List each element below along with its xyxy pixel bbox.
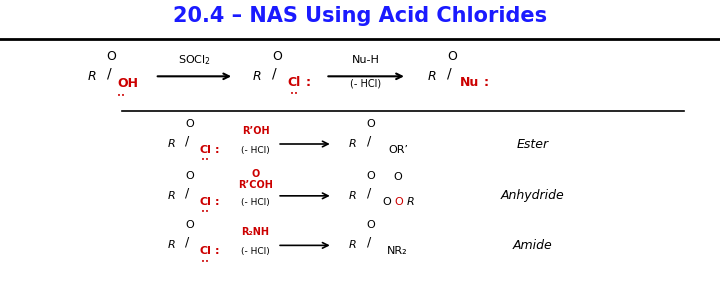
Text: O: O — [366, 171, 375, 181]
Text: /: / — [447, 67, 451, 80]
Text: :: : — [215, 246, 220, 256]
Text: O: O — [185, 220, 194, 230]
Text: Amide: Amide — [513, 239, 553, 252]
Text: ••: •• — [201, 259, 210, 265]
Text: Cl: Cl — [199, 145, 211, 155]
Text: R: R — [349, 240, 356, 250]
Text: /: / — [366, 134, 371, 148]
Text: :: : — [484, 76, 488, 89]
Text: Cl: Cl — [199, 246, 211, 256]
Text: OR’: OR’ — [389, 145, 409, 155]
Text: R: R — [88, 70, 96, 83]
Text: O: O — [382, 197, 391, 206]
Text: O: O — [272, 50, 282, 63]
Text: ••: •• — [289, 92, 298, 97]
Text: O: O — [366, 119, 375, 129]
Text: Nu: Nu — [460, 76, 479, 89]
Text: R: R — [407, 197, 414, 206]
Text: R: R — [168, 191, 175, 201]
Text: :: : — [215, 145, 220, 155]
Text: (- HCl): (- HCl) — [241, 146, 270, 155]
Text: O: O — [366, 220, 375, 230]
Text: O: O — [394, 172, 402, 182]
Text: O: O — [447, 50, 457, 63]
Text: 20.4 – NAS Using Acid Chlorides: 20.4 – NAS Using Acid Chlorides — [173, 6, 547, 26]
Text: Nu-H: Nu-H — [352, 55, 379, 65]
Text: O: O — [251, 169, 260, 179]
Text: Cl: Cl — [199, 197, 211, 206]
Text: :: : — [306, 76, 310, 89]
Text: :: : — [215, 197, 220, 206]
Text: O: O — [395, 197, 403, 206]
Text: O: O — [185, 171, 194, 181]
Text: ••: •• — [201, 209, 210, 215]
Text: SOCl$_2$: SOCl$_2$ — [178, 54, 211, 67]
Text: R’OH: R’OH — [242, 126, 269, 136]
Text: Anhydride: Anhydride — [501, 189, 564, 202]
Text: /: / — [107, 67, 112, 80]
Text: /: / — [366, 236, 371, 249]
Text: R: R — [168, 139, 175, 149]
Text: /: / — [185, 134, 189, 148]
Text: R: R — [428, 70, 436, 83]
Text: (- HCl): (- HCl) — [350, 79, 382, 88]
Text: R: R — [253, 70, 261, 83]
Text: (- HCl): (- HCl) — [241, 198, 270, 207]
Text: R: R — [168, 240, 175, 250]
Text: Ester: Ester — [517, 137, 549, 151]
Text: ••: •• — [117, 93, 125, 99]
Text: /: / — [185, 236, 189, 249]
Text: R₂NH: R₂NH — [242, 228, 269, 237]
Text: O: O — [185, 119, 194, 129]
Text: OH: OH — [117, 77, 138, 90]
Text: /: / — [185, 186, 189, 200]
Text: R: R — [349, 191, 356, 201]
Text: (- HCl): (- HCl) — [241, 247, 270, 256]
Text: Cl: Cl — [287, 76, 300, 89]
Text: O: O — [107, 50, 117, 63]
Text: ••: •• — [201, 158, 210, 163]
Text: R’COH: R’COH — [238, 180, 273, 190]
Text: R: R — [349, 139, 356, 149]
Text: /: / — [272, 67, 276, 80]
Text: /: / — [366, 186, 371, 200]
Text: NR₂: NR₂ — [387, 246, 408, 256]
